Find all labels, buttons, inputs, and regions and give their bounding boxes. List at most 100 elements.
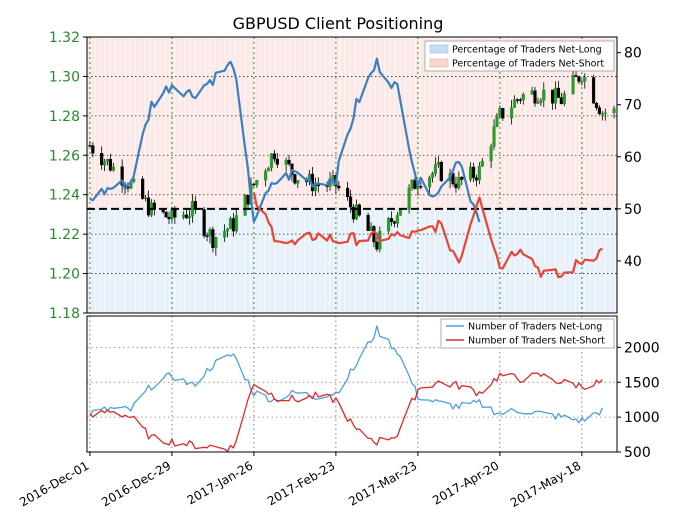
- candle-body: [392, 221, 397, 224]
- candle-body: [501, 108, 505, 119]
- candle-body: [550, 89, 555, 104]
- candle-body: [398, 209, 402, 216]
- candle-body: [205, 235, 209, 237]
- legend-box: [440, 318, 615, 349]
- candle-body: [489, 146, 493, 162]
- candle-body: [471, 166, 476, 178]
- candle-body: [272, 153, 277, 160]
- candle-body: [108, 159, 113, 171]
- x-tick-label: 2017-Jan-26: [185, 458, 256, 507]
- candle-body: [375, 241, 379, 250]
- candle-body: [591, 77, 596, 104]
- price-tick-label: 1.26: [49, 148, 80, 164]
- chart-title: GBPUSD Client Positioning: [233, 14, 444, 33]
- price-tick-label: 1.24: [49, 188, 80, 204]
- candle-body: [275, 158, 279, 165]
- candle-body: [111, 166, 115, 171]
- candle-body: [141, 178, 145, 199]
- x-tick-label: 2016-Dec-01: [17, 458, 91, 509]
- candle-body: [170, 209, 174, 220]
- candle-body: [395, 215, 399, 224]
- candle-body: [521, 94, 525, 101]
- bottom-panel-frame: [86, 315, 618, 453]
- x-tick-label: 2017-May-18: [508, 458, 583, 510]
- candle-body: [480, 160, 484, 167]
- candle-body: [553, 87, 558, 104]
- candle-body: [574, 75, 578, 77]
- candle-body: [457, 176, 461, 189]
- candle-body: [223, 230, 227, 238]
- candle-body: [266, 167, 271, 172]
- candle-body: [612, 108, 616, 113]
- candle-body: [102, 161, 107, 166]
- candle-body: [190, 201, 195, 217]
- candle-body: [416, 186, 420, 190]
- candle-body: [337, 185, 341, 189]
- candle-body: [88, 145, 92, 147]
- candle-body: [211, 229, 215, 249]
- candle-body: [427, 177, 432, 188]
- candle-body: [331, 174, 335, 180]
- pct-tick-label: 70: [624, 98, 642, 114]
- candle-body: [228, 218, 233, 230]
- candle-body: [252, 183, 256, 186]
- candle-body: [451, 173, 455, 185]
- candle-body: [556, 87, 561, 98]
- candle-body: [164, 211, 168, 218]
- price-tick-label: 1.22: [49, 227, 80, 243]
- price-tick-label: 1.18: [49, 306, 80, 322]
- candle-body: [492, 126, 496, 147]
- candle-body: [562, 93, 566, 105]
- pct-tick-label: 80: [624, 46, 642, 62]
- candle-body: [518, 99, 522, 101]
- candle-body: [357, 204, 361, 216]
- candle-body: [583, 77, 587, 82]
- candle-body: [594, 102, 599, 108]
- candle-body: [161, 209, 165, 213]
- candle-body: [231, 218, 236, 232]
- candle-body: [234, 215, 238, 232]
- candle-body: [539, 100, 543, 103]
- candle-body: [498, 108, 502, 117]
- candle-body: [91, 145, 95, 154]
- candle-body: [225, 228, 230, 232]
- bottom-legend: Number of Traders Net-Long Number of Trad…: [440, 318, 615, 349]
- legend-swatch-net-long: [429, 44, 449, 54]
- candle-body: [100, 153, 104, 166]
- pct-tick-label: 40: [624, 254, 642, 270]
- legend-label-net-short-count: Number of Traders Net-Short: [468, 336, 605, 347]
- candle-body: [495, 116, 499, 127]
- candle-body: [214, 237, 218, 249]
- candle-body: [146, 197, 151, 216]
- candle-body: [600, 113, 604, 115]
- candle-body: [533, 90, 537, 104]
- candle-body: [436, 162, 440, 165]
- pct-tick-label: 50: [624, 202, 642, 218]
- net-short-pct-line: [252, 192, 603, 279]
- candle-body: [293, 174, 297, 184]
- candle-body: [264, 170, 268, 181]
- candle-body: [571, 75, 575, 94]
- net-long-count-line: [89, 325, 604, 424]
- net-short-count-line: [89, 372, 603, 452]
- candle-body: [208, 229, 212, 237]
- count-tick-label: 1500: [624, 375, 660, 391]
- candle-body: [419, 186, 423, 188]
- candle-body: [580, 81, 584, 83]
- candle-body: [454, 183, 458, 189]
- candle-body: [536, 102, 540, 104]
- candle-body: [296, 180, 300, 184]
- candle-body: [269, 153, 274, 169]
- candle-body: [433, 164, 438, 174]
- legend-label-net-long-count: Number of Traders Net-Long: [468, 322, 602, 333]
- candle-body: [509, 107, 514, 119]
- count-tick-label: 500: [624, 445, 651, 461]
- candle-body: [173, 209, 177, 218]
- pct-tick-label: 60: [624, 150, 642, 166]
- candle-body: [369, 226, 373, 231]
- x-tick-label: 2016-Dec-29: [99, 458, 173, 509]
- price-tick-label: 1.20: [49, 267, 80, 283]
- candle-body: [316, 184, 320, 187]
- candle-body: [143, 197, 148, 199]
- legend-label-net-long-pct: Percentage of Traders Net-Long: [452, 45, 602, 56]
